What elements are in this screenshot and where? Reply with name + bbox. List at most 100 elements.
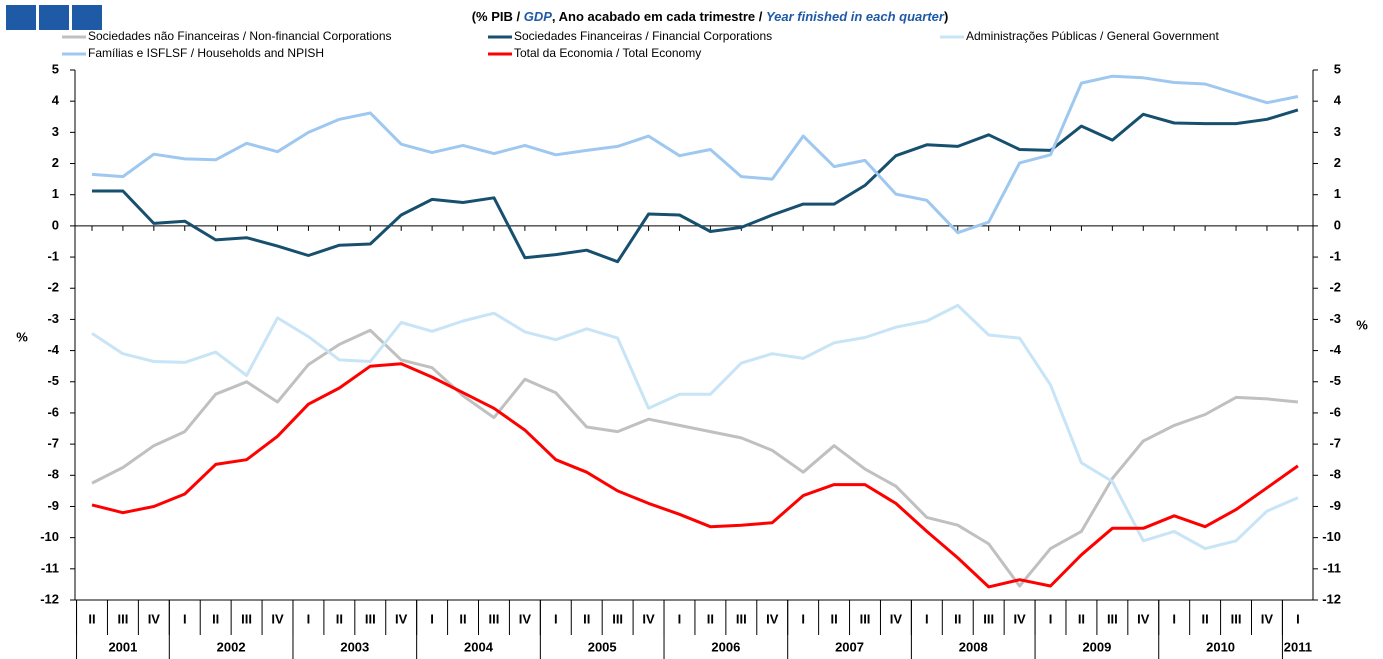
y-axis-label: % (16, 329, 28, 344)
y2-tick-label: 5 (1334, 61, 1341, 76)
title-part: Year finished in each quarter (766, 9, 945, 24)
title-part: ) (944, 9, 948, 24)
y-tick-label: -9 (47, 498, 59, 513)
title-part: , Ano acabado em cada trimestre / (552, 9, 766, 24)
legend-label: Sociedades Financeiras / Financial Corpo… (514, 29, 772, 43)
series-line (91, 74, 1299, 235)
x-tick-label: I (554, 611, 558, 626)
year-label: 2007 (835, 639, 864, 654)
y2-tick-label: -8 (1329, 467, 1341, 482)
x-tick-label: II (830, 611, 837, 626)
series-line (91, 303, 1299, 551)
y2-axis-label: % (1356, 317, 1368, 332)
y2-tick-label: -4 (1329, 342, 1341, 357)
y2-tick-label: -2 (1329, 280, 1341, 295)
title-part: (% PIB / (472, 9, 524, 24)
legend-label: Sociedades não Financeiras / Non-financi… (88, 29, 392, 43)
year-label: 2009 (1082, 639, 1111, 654)
x-tick-label: III (1231, 611, 1242, 626)
x-tick-label: IV (519, 611, 532, 626)
y2-tick-label: -6 (1329, 404, 1341, 419)
y2-tick-label: -10 (1322, 529, 1341, 544)
y2-tick-label: -1 (1329, 248, 1341, 263)
x-tick-label: IV (766, 611, 779, 626)
x-tick-label: IV (1261, 611, 1274, 626)
chart-title: (% PIB / GDP, Ano acabado em cada trimes… (472, 9, 949, 24)
x-tick-label: IV (642, 611, 655, 626)
y2-tick-label: 3 (1334, 124, 1341, 139)
x-tick-label: I (307, 611, 311, 626)
y-tick-label: 4 (52, 93, 60, 108)
year-label: 2003 (340, 639, 369, 654)
x-tick-label: III (736, 611, 747, 626)
y-tick-label: -7 (47, 436, 59, 451)
x-tick-label: III (365, 611, 376, 626)
y2-tick-label: -7 (1329, 436, 1341, 451)
y-tick-label: -1 (47, 248, 59, 263)
x-tick-label: IV (148, 611, 161, 626)
y2-tick-label: -3 (1329, 311, 1341, 326)
y-tick-label: -2 (47, 280, 59, 295)
y-tick-label: -4 (47, 342, 59, 357)
logo-square (72, 5, 102, 30)
series-line (91, 362, 1299, 589)
x-tick-label: I (1296, 611, 1300, 626)
x-tick-label: II (88, 611, 95, 626)
year-label: 2008 (959, 639, 988, 654)
x-tick-label: I (801, 611, 805, 626)
x-tick-label: II (954, 611, 961, 626)
y-tick-label: 3 (52, 124, 59, 139)
y-tick-label: 1 (52, 186, 59, 201)
y2-tick-label: -12 (1322, 591, 1341, 606)
legend-label: Famílias e ISFLSF / Households and NPISH (88, 46, 324, 60)
x-tick-label: II (1078, 611, 1085, 626)
y-tick-label: -12 (40, 591, 59, 606)
x-tick-label: I (430, 611, 434, 626)
x-tick-label: II (707, 611, 714, 626)
x-tick-label: III (1107, 611, 1118, 626)
y-tick-label: -6 (47, 404, 59, 419)
x-tick-label: IV (1013, 611, 1026, 626)
y2-tick-label: -5 (1329, 373, 1341, 388)
x-tick-label: III (241, 611, 252, 626)
year-label: 2001 (108, 639, 137, 654)
year-label: 2004 (464, 639, 494, 654)
x-tick-label: III (983, 611, 994, 626)
y-tick-label: -10 (40, 529, 59, 544)
y-tick-label: -3 (47, 311, 59, 326)
x-tick-label: III (489, 611, 500, 626)
legend-label: Administrações Públicas / General Govern… (966, 29, 1219, 43)
y-tick-label: 2 (52, 155, 59, 170)
year-label: 2011 (1284, 639, 1312, 654)
y2-tick-label: 4 (1334, 93, 1342, 108)
title-part: GDP (524, 9, 553, 24)
x-tick-label: IV (271, 611, 284, 626)
x-tick-label: IV (395, 611, 408, 626)
y2-tick-label: -11 (1323, 560, 1341, 575)
year-label: 2005 (588, 639, 617, 654)
series-line (92, 108, 1299, 264)
y2-tick-label: 2 (1334, 155, 1341, 170)
y2-tick-label: -9 (1329, 498, 1341, 513)
x-tick-label: II (459, 611, 466, 626)
x-tick-label: IV (890, 611, 903, 626)
y-tick-label: 0 (52, 217, 59, 232)
year-label: 2002 (217, 639, 246, 654)
legend-label: Total da Economia / Total Economy (514, 46, 701, 60)
x-tick-label: IV (1137, 611, 1150, 626)
x-tick-label: II (583, 611, 590, 626)
x-tick-label: I (678, 611, 682, 626)
y2-tick-label: 0 (1334, 217, 1341, 232)
y-tick-label: -8 (47, 467, 59, 482)
y-tick-label: -11 (41, 560, 59, 575)
x-tick-label: I (1172, 611, 1176, 626)
x-tick-label: II (212, 611, 219, 626)
y-tick-label: -5 (47, 373, 59, 388)
year-label: 2010 (1206, 639, 1235, 654)
logo-square (6, 5, 36, 30)
x-tick-label: II (336, 611, 343, 626)
x-tick-label: II (1202, 611, 1209, 626)
logo-square (39, 5, 69, 30)
x-tick-label: I (183, 611, 187, 626)
